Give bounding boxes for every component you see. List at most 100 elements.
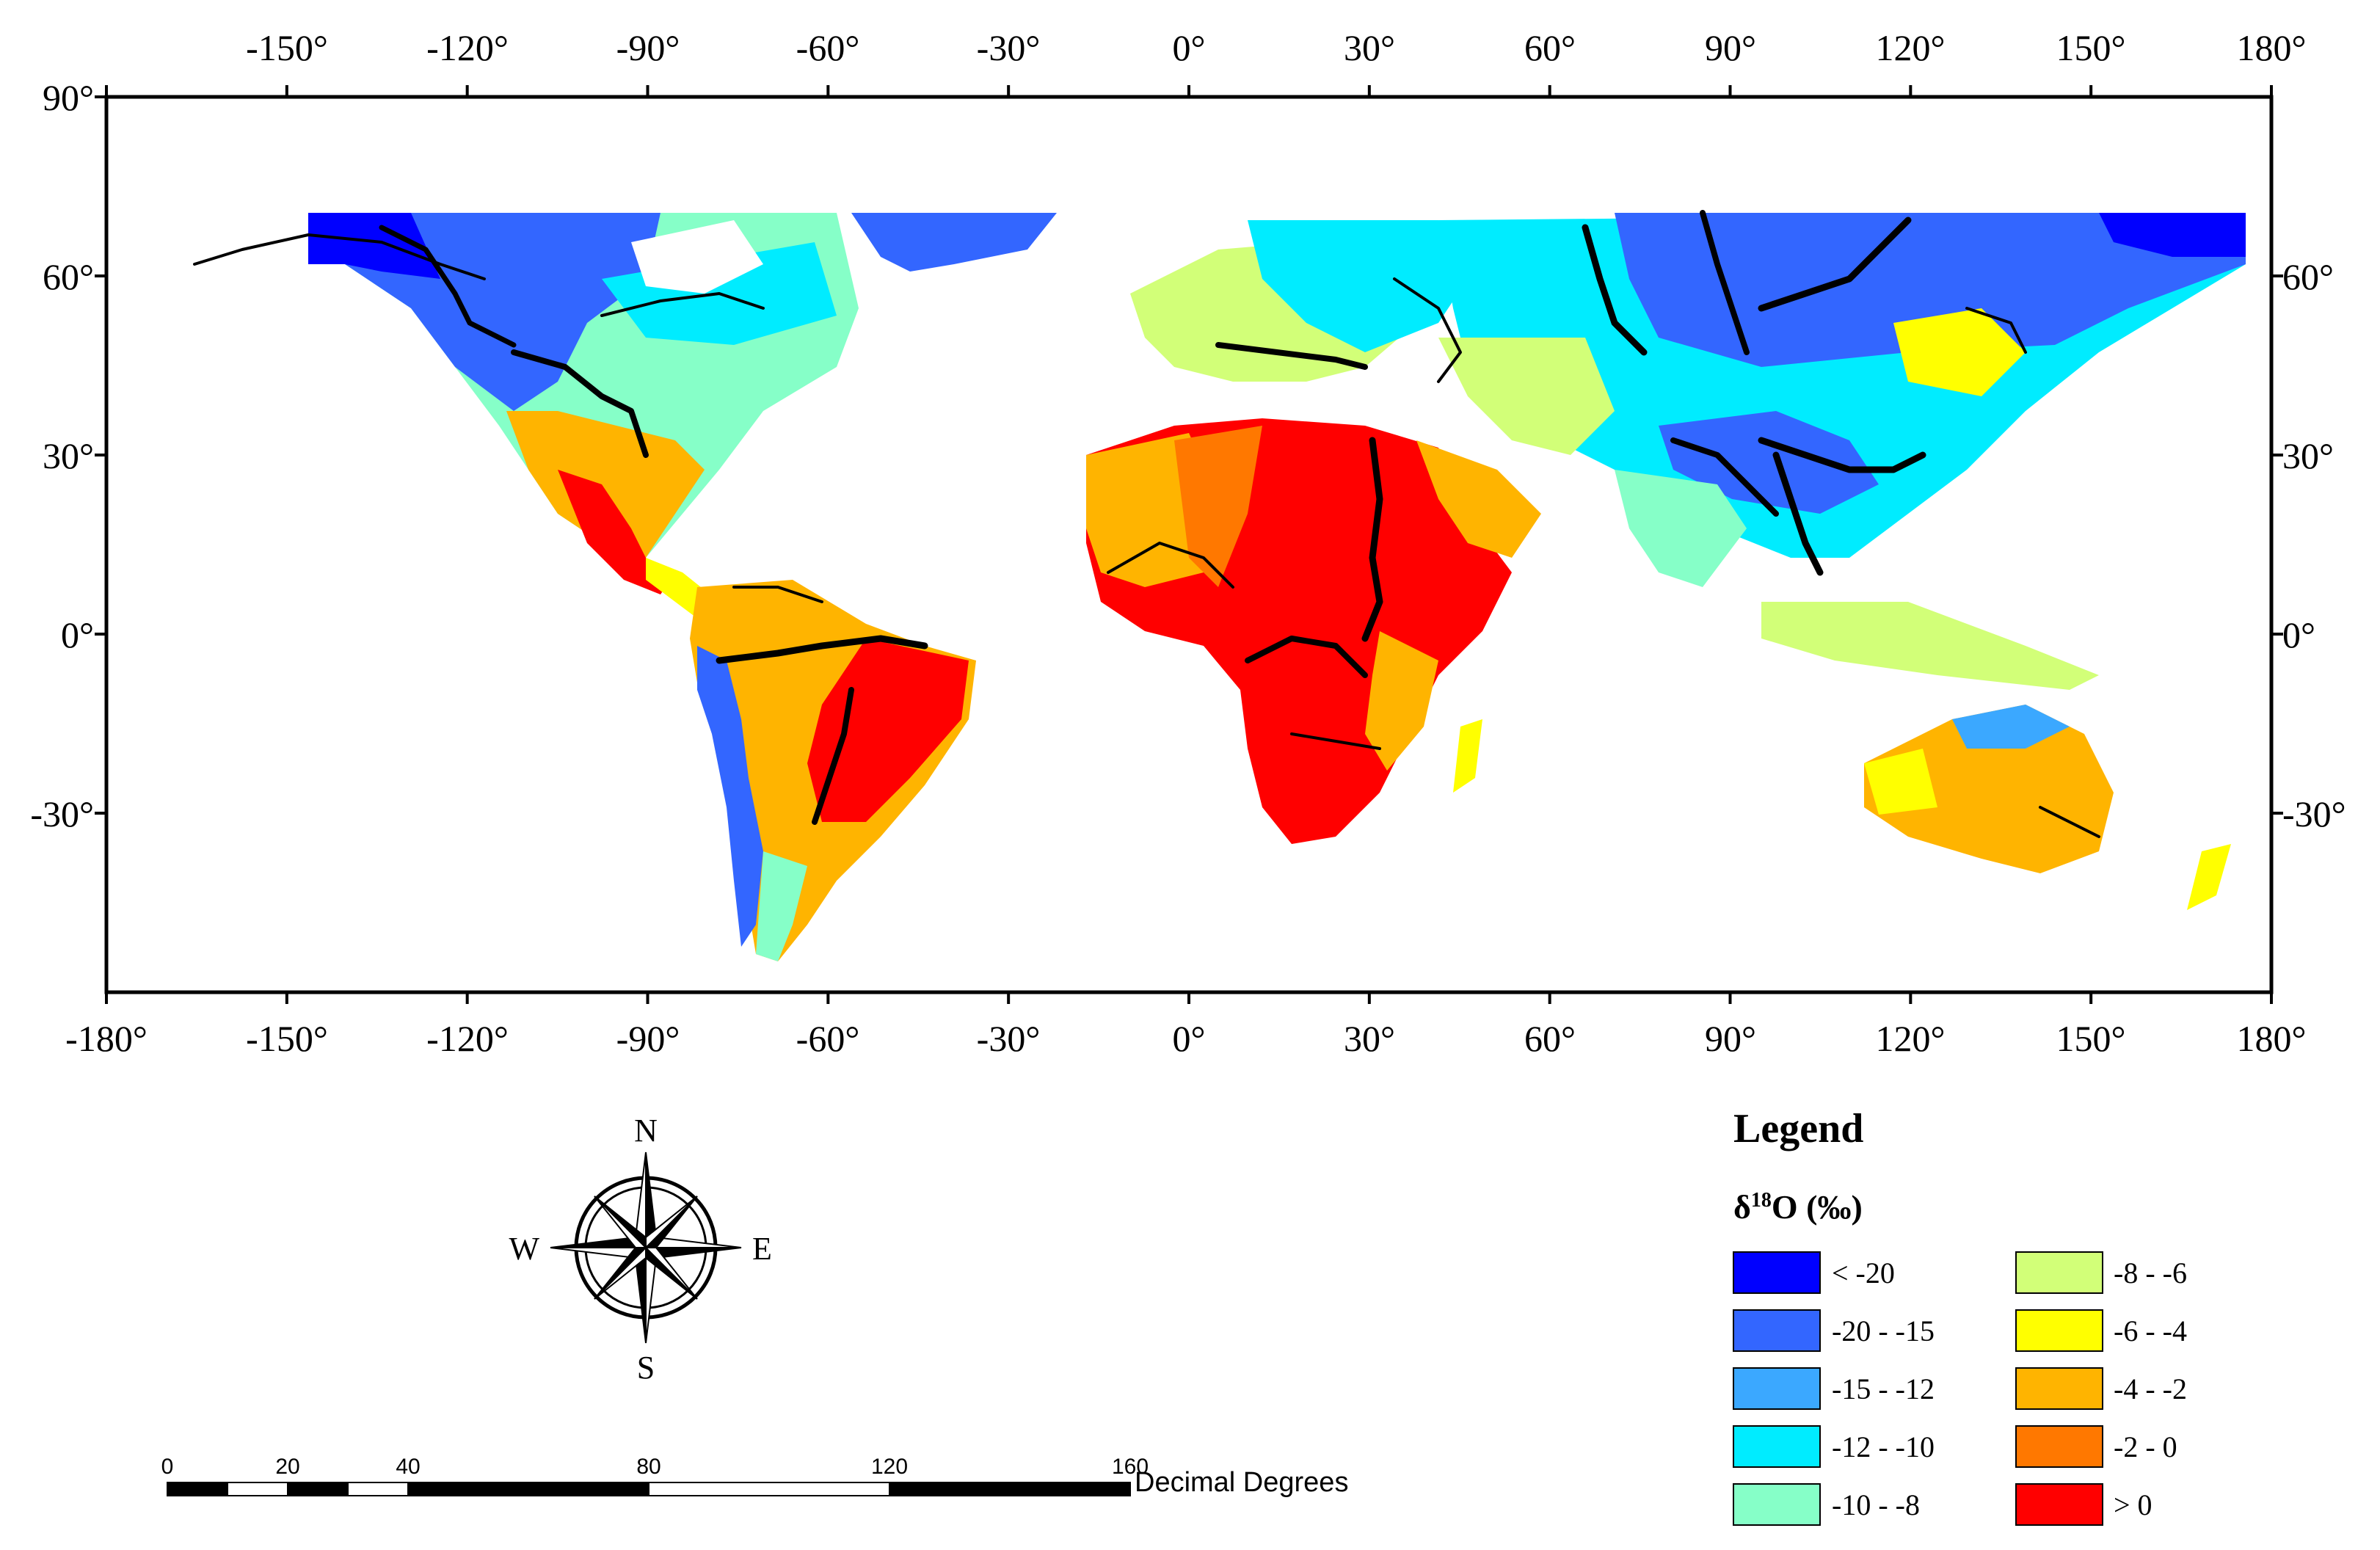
lon-label-bottom-2: -120° (426, 1018, 509, 1059)
scale-seg-1 (227, 1482, 288, 1496)
river-brahmaputra (1670, 437, 1779, 517)
lon-label-top-2: -120° (426, 27, 509, 68)
arabia-region (1416, 440, 1541, 558)
river-danube (1215, 342, 1368, 370)
lon-label-bottom-5: -30° (977, 1018, 1041, 1059)
legend-swatch-8 (2015, 1425, 2103, 1468)
lon-label-bottom-6: 0° (1173, 1018, 1206, 1059)
latitude-left-labels: 90° 60° 30° 0° -30° (30, 77, 94, 834)
legend: Legend δ18O (‰) < -20 -20 - -15 -15 - -1… (1733, 1106, 2187, 1526)
lon-label-top-4: -60° (796, 27, 860, 68)
patagonia-cyan-region (756, 851, 807, 961)
river-mississippi (511, 349, 649, 458)
lon-label-bottom-1: -150° (246, 1018, 328, 1059)
compass-star-icon (550, 1151, 742, 1344)
river-parana (812, 687, 854, 825)
river-yukon (193, 233, 486, 280)
river-zambezi (1290, 732, 1381, 750)
amazon-red-region (807, 638, 969, 822)
lat-label-right-0: 60° (2282, 256, 2334, 297)
rivers-layer (193, 210, 2100, 838)
scale-label-1: 20 (275, 1455, 299, 1479)
lat-label-left-3: 0° (61, 614, 94, 655)
scale-label-0: 0 (161, 1455, 174, 1479)
lon-label-bottom-11: 150° (2056, 1018, 2126, 1059)
australia-region (1864, 705, 2114, 873)
legend-swatch-0 (1733, 1251, 1821, 1294)
river-yangtze (1758, 437, 1926, 473)
legend-label-1: -20 - -15 (1832, 1314, 1935, 1347)
lon-label-top-1: -150° (246, 27, 328, 68)
siberia-cold-region (1615, 213, 2246, 367)
latitude-right-labels: 60° 30° 0° -30° (2282, 256, 2346, 834)
river-nile (1361, 437, 1383, 642)
river-saint-lawrence (600, 292, 765, 317)
scale-seg-3 (347, 1482, 409, 1496)
europe-cool-region (1248, 220, 1468, 352)
greenland-region (851, 213, 1057, 272)
lon-label-top-12: 180° (2237, 27, 2307, 68)
new-zealand-region (2187, 844, 2231, 910)
legend-swatch-6 (2015, 1309, 2103, 1352)
scale-label-5: 160 (1112, 1455, 1149, 1479)
river-amazon (716, 635, 928, 664)
compass-rose: N S E W (509, 1113, 771, 1386)
east-africa-orange-region (1365, 631, 1438, 771)
legend-swatch-3 (1733, 1425, 1821, 1468)
compass-north: N (634, 1113, 658, 1149)
canada-snow-gap (631, 220, 763, 294)
scale-label-3: 80 (636, 1455, 660, 1479)
scale-bar: 0 20 40 80 120 160 Decimal Degrees (161, 1455, 1349, 1498)
longitude-bottom-labels: -180° -150° -120° -90° -60° -30° 0° 30° … (65, 1018, 2306, 1059)
lon-label-top-6: 0° (1173, 27, 1206, 68)
longitude-top-labels: -180° -150° -120° -90° -60° -30° 0° 30° … (246, 27, 2306, 68)
legend-label-2: -15 - -12 (1832, 1372, 1935, 1405)
legend-label-5: -8 - -6 (2114, 1256, 2187, 1289)
legend-label-3: -12 - -10 (1832, 1430, 1935, 1463)
us-south-warm-region (506, 411, 705, 558)
legend-swatch-9 (2015, 1483, 2103, 1526)
madagascar-region (1453, 719, 1482, 793)
maritime-southeast-asia-region (1761, 602, 2099, 690)
river-volga (1393, 277, 1462, 383)
legend-swatch-7 (2015, 1367, 2103, 1410)
lon-label-top-8: 60° (1524, 27, 1576, 68)
lon-label-bottom-3: -90° (616, 1018, 680, 1059)
compass-east: E (752, 1231, 772, 1267)
sahel-orange-region (1174, 426, 1262, 587)
australia-north-blue-region (1952, 705, 2070, 749)
scale-unit-label: Decimal Degrees (1135, 1467, 1348, 1498)
river-murray (2039, 806, 2100, 838)
legend-label-6: -6 - -4 (2114, 1314, 2187, 1347)
lon-label-bottom-9: 90° (1705, 1018, 1756, 1059)
andes-blue-region (697, 646, 763, 947)
lon-label-top-3: -90° (616, 27, 680, 68)
scale-seg-4 (407, 1482, 649, 1496)
legend-label-9: > 0 (2114, 1488, 2152, 1521)
frame-ticks (95, 85, 2283, 1004)
river-mekong (1772, 451, 1824, 576)
lon-label-top-7: 30° (1344, 27, 1395, 68)
scale-seg-5 (648, 1482, 890, 1496)
river-yenisei (1700, 210, 1750, 355)
legend-swatch-5 (2015, 1251, 2103, 1294)
legend-variable: δ18O (‰) (1733, 1188, 1863, 1226)
legend-title: Legend (1733, 1106, 1863, 1151)
river-orinoco (732, 586, 823, 603)
river-ob (1582, 224, 1648, 356)
scale-seg-0 (167, 1482, 228, 1496)
lon-label-top-5: -30° (977, 27, 1041, 68)
india-region (1615, 470, 1747, 587)
scale-seg-6 (889, 1482, 1131, 1496)
river-amur (1965, 307, 2027, 354)
central-asia-lime-region (1438, 338, 1615, 455)
scale-label-2: 40 (396, 1455, 420, 1479)
lon-label-bottom-10: 120° (1876, 1018, 1946, 1059)
lon-label-bottom-0: -180° (65, 1018, 148, 1059)
compass-south: S (637, 1350, 655, 1386)
legend-label-0: < -20 (1832, 1256, 1895, 1289)
river-mackenzie (379, 225, 517, 348)
river-congo (1245, 636, 1368, 678)
compass-west: W (509, 1231, 539, 1267)
